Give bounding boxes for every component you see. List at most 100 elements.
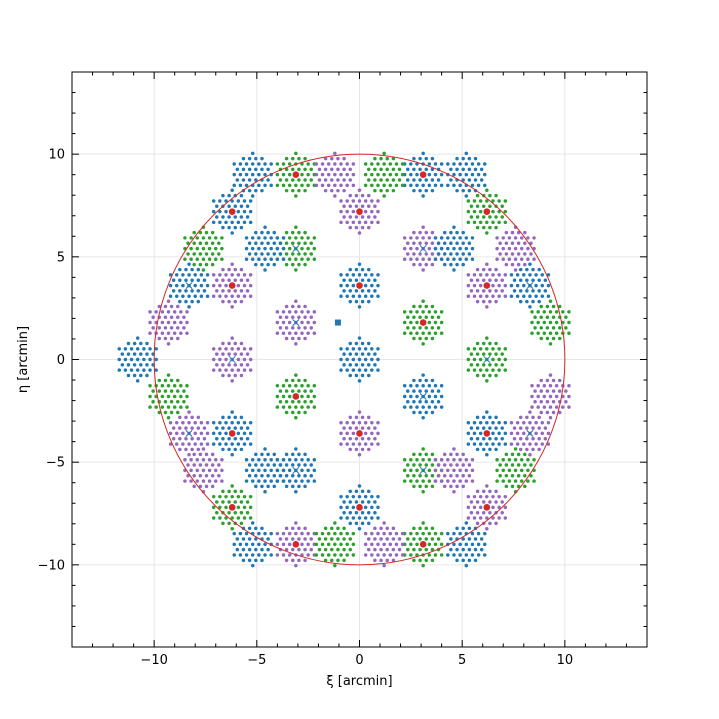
fiber-dot bbox=[507, 479, 512, 483]
fiber-dot bbox=[151, 326, 155, 330]
fiber-dot bbox=[250, 236, 255, 240]
fiber-dot bbox=[363, 494, 368, 499]
fiber-dot bbox=[357, 273, 362, 277]
fiber-dot bbox=[284, 389, 289, 393]
fiber-dot bbox=[227, 193, 231, 198]
fiber-dot bbox=[281, 531, 286, 536]
fiber-dot bbox=[221, 447, 225, 452]
fiber-dot bbox=[497, 273, 501, 277]
fiber-dot bbox=[427, 468, 432, 473]
fiber-dot bbox=[142, 357, 146, 362]
fiber-dot bbox=[306, 457, 310, 462]
fiber-dot bbox=[430, 452, 435, 457]
fiber-dot bbox=[412, 484, 416, 489]
fiber-dot bbox=[303, 315, 307, 319]
fiber-dot bbox=[294, 225, 298, 230]
fiber-dot bbox=[360, 510, 365, 515]
red-point bbox=[356, 208, 363, 215]
fiber-dot bbox=[306, 384, 310, 388]
fiber-dot bbox=[354, 447, 359, 452]
fiber-dot bbox=[491, 220, 495, 225]
fiber-dot bbox=[402, 384, 407, 388]
fiber-dot bbox=[418, 188, 422, 193]
fiber-dot bbox=[513, 447, 518, 451]
fiber-dot bbox=[357, 453, 362, 457]
fiber-dot bbox=[345, 172, 349, 177]
fiber-dot bbox=[376, 505, 380, 510]
dot-cell-green bbox=[363, 151, 405, 198]
fiber-dot bbox=[284, 315, 289, 319]
fiber-dot bbox=[284, 452, 289, 457]
fiber-dot bbox=[187, 294, 191, 298]
fiber-dot bbox=[430, 389, 435, 393]
fiber-dot bbox=[478, 357, 483, 362]
fiber-dot bbox=[488, 363, 492, 367]
fiber-dot bbox=[210, 262, 215, 267]
fiber-dot bbox=[345, 494, 349, 499]
fiber-dot bbox=[421, 331, 425, 335]
fiber-dot bbox=[472, 273, 477, 277]
fiber-dot bbox=[348, 510, 353, 515]
fiber-dot bbox=[281, 384, 286, 388]
fiber-dot bbox=[291, 326, 295, 330]
fiber-dot bbox=[516, 262, 521, 267]
fiber-dot bbox=[531, 267, 535, 272]
fiber-dot bbox=[221, 289, 225, 293]
fiber-dot bbox=[220, 236, 224, 240]
fiber-dot bbox=[424, 463, 428, 467]
fiber-dot bbox=[406, 400, 410, 404]
fiber-dot bbox=[157, 326, 162, 330]
fiber-dot bbox=[385, 178, 389, 182]
fiber-dot bbox=[205, 431, 210, 436]
fiber-dot bbox=[297, 410, 301, 415]
fiber-dot bbox=[475, 437, 480, 441]
fiber-dot bbox=[205, 273, 210, 277]
fiber-dot bbox=[545, 336, 550, 341]
fiber-dot bbox=[260, 484, 264, 489]
fiber-dot bbox=[379, 547, 383, 552]
fiber-dot bbox=[548, 405, 553, 409]
fiber-dot bbox=[151, 389, 155, 393]
fiber-dot bbox=[501, 468, 505, 473]
fiber-dot bbox=[345, 294, 349, 298]
fiber-dot bbox=[409, 457, 413, 462]
fiber-dot bbox=[397, 178, 402, 182]
fiber-dot bbox=[485, 410, 489, 414]
fiber-dot bbox=[287, 331, 292, 335]
fiber-dot bbox=[516, 463, 521, 467]
fiber-dot bbox=[195, 479, 200, 483]
fiber-dot bbox=[406, 315, 410, 319]
fiber-dot bbox=[430, 473, 435, 478]
fiber-dot bbox=[254, 526, 258, 531]
fiber-dot bbox=[221, 352, 225, 356]
fiber-dot bbox=[297, 304, 301, 309]
fiber-dot bbox=[120, 352, 125, 356]
fiber-dot bbox=[244, 236, 249, 240]
fiber-dot bbox=[236, 209, 241, 214]
fiber-dot bbox=[373, 510, 377, 515]
fiber-dot bbox=[281, 320, 286, 325]
fiber-dot bbox=[287, 320, 292, 325]
fiber-dot bbox=[430, 400, 435, 404]
fiber-dot bbox=[254, 537, 258, 541]
fiber-dot bbox=[488, 215, 492, 219]
fiber-dot bbox=[139, 341, 143, 346]
fiber-dot bbox=[491, 209, 495, 214]
fiber-dot bbox=[297, 241, 301, 246]
fiber-dot bbox=[382, 553, 386, 557]
fiber-dot bbox=[266, 463, 270, 467]
fiber-dot bbox=[357, 484, 362, 488]
fiber-dot bbox=[488, 278, 492, 282]
fiber-dot bbox=[218, 220, 222, 225]
fiber-dot bbox=[224, 283, 228, 288]
fiber-dot bbox=[415, 384, 419, 388]
fiber-dot bbox=[250, 457, 255, 462]
fiber-dot bbox=[254, 230, 258, 235]
fiber-dot bbox=[287, 553, 292, 557]
fiber-dot bbox=[339, 172, 343, 177]
fiber-dot bbox=[373, 352, 377, 356]
square-marker bbox=[334, 319, 341, 326]
fiber-dot bbox=[297, 252, 301, 256]
fiber-dot bbox=[221, 278, 225, 282]
fiber-dot bbox=[284, 262, 289, 267]
